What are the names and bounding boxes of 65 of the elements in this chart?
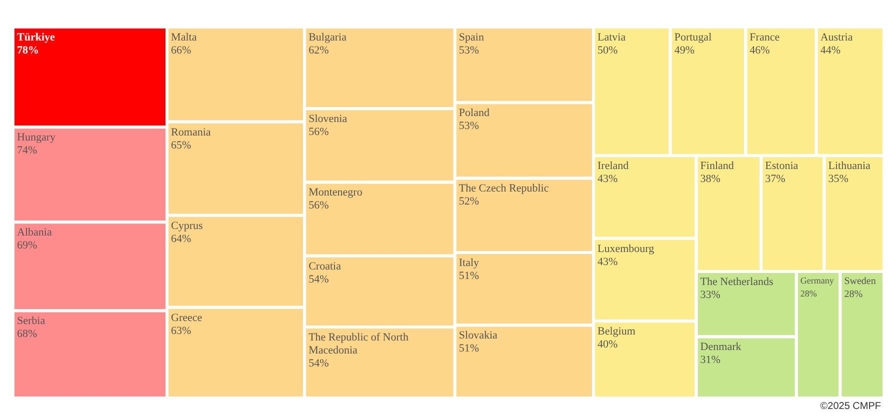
category-label: Ireland — [597, 160, 630, 172]
data-label: 51% — [458, 270, 480, 282]
data-label: 35% — [828, 173, 848, 186]
category-label: Greece — [171, 312, 202, 324]
category-label: The Czech Republic — [458, 182, 549, 195]
category-label: Germany — [800, 275, 834, 286]
category-label: Romania — [171, 126, 211, 138]
data-label: 66% — [171, 44, 192, 56]
data-label: 31% — [700, 354, 720, 366]
data-label: 37% — [765, 173, 786, 186]
category-label: The Netherlands — [700, 276, 774, 288]
category-label: Lithuania — [828, 160, 871, 172]
data-label: 56% — [308, 126, 329, 138]
data-label: 43% — [597, 256, 618, 268]
text: ©2025 CMPF — [820, 400, 881, 412]
category-label: Slovakia — [458, 330, 498, 342]
category-label: Spain — [458, 31, 484, 44]
category-label: Poland — [458, 107, 490, 120]
category-label: Albania — [17, 226, 52, 239]
data-label: 50% — [597, 44, 618, 56]
data-label: 33% — [700, 288, 720, 301]
data-label: 56% — [308, 200, 329, 212]
category-label: Finland — [700, 160, 734, 172]
data-label: 49% — [674, 44, 695, 56]
category-label: Cyprus — [171, 220, 203, 232]
data-label: 40% — [597, 338, 618, 350]
data-label: 46% — [750, 44, 770, 56]
category-label: Croatia — [308, 260, 342, 272]
category-label: France — [750, 31, 780, 44]
category-label: Sweden — [844, 276, 876, 288]
data-label: 65% — [171, 139, 192, 152]
category-label: Estonia — [765, 160, 798, 172]
data-label: 64% — [171, 232, 192, 245]
data-label: 63% — [171, 324, 192, 337]
data-label: 43% — [597, 173, 618, 186]
category-label: Portugal — [674, 31, 712, 44]
data-label: 78% — [17, 44, 39, 56]
data-label: 53% — [458, 120, 480, 132]
category-label: Austria — [820, 31, 853, 44]
category-label: Türkiye — [17, 31, 56, 44]
category-label: Luxembourg — [597, 242, 655, 255]
category-label: Malta — [171, 31, 197, 44]
data-label: 28% — [800, 288, 818, 298]
data-label: 54% — [308, 357, 329, 370]
category-label: Montenegro — [308, 186, 363, 199]
category-label: Serbia — [17, 315, 46, 328]
data-label: 38% — [700, 173, 720, 186]
category-label: Belgium — [597, 325, 636, 338]
data-label: 74% — [17, 144, 38, 157]
category-label: Hungary — [17, 132, 56, 144]
category-label: The Republic of North Macedonia — [308, 331, 409, 356]
category-label: Bulgaria — [308, 31, 347, 44]
data-label: 52% — [458, 196, 480, 208]
category-label: Italy — [458, 256, 480, 269]
data-label: 54% — [308, 273, 329, 286]
data-label: 69% — [17, 240, 38, 252]
data-label: 53% — [458, 44, 480, 56]
category-label: Latvia — [597, 31, 626, 44]
data-label: 44% — [820, 44, 841, 56]
data-label: 28% — [844, 289, 863, 300]
category-label: Slovenia — [308, 112, 348, 125]
data-label: 68% — [17, 328, 38, 340]
data-label: 62% — [308, 44, 329, 56]
data-label: 51% — [458, 342, 480, 355]
category-label: Denmark — [700, 341, 742, 354]
